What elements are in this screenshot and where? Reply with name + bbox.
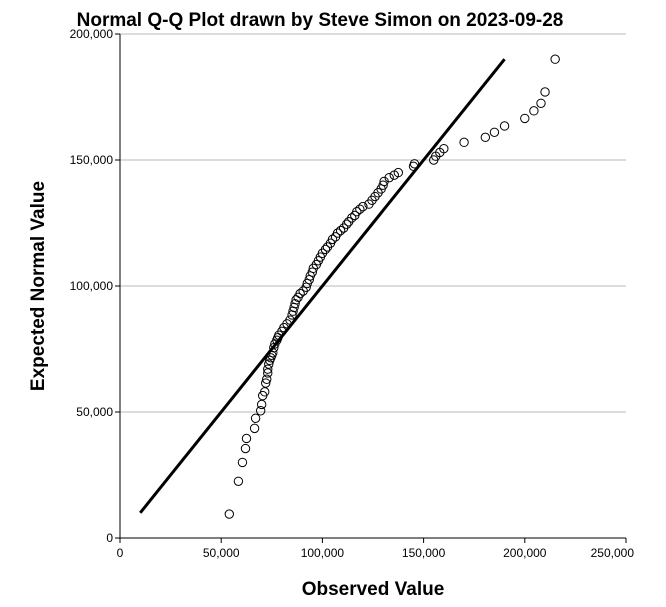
y-tick-label: 100,000 <box>70 279 114 293</box>
data-point <box>327 234 338 245</box>
y-tick-label: 150,000 <box>70 153 114 167</box>
data-point <box>255 406 266 416</box>
data-point <box>224 509 234 519</box>
data-point <box>384 172 394 183</box>
data-point <box>335 225 346 236</box>
data-point <box>459 137 469 148</box>
chart-title: Normal Q-Q Plot drawn by Steve Simon on … <box>77 10 564 31</box>
data-point <box>347 213 357 223</box>
data-point <box>256 399 267 410</box>
data-point <box>409 159 420 169</box>
x-tick-label: 200,000 <box>503 546 547 560</box>
y-tick-label: 0 <box>106 531 113 545</box>
data-point <box>260 387 270 397</box>
normal-reference-line <box>139 58 506 514</box>
data-point <box>341 219 352 229</box>
data-point <box>263 364 273 374</box>
x-tick-label: 150,000 <box>402 546 446 560</box>
data-point <box>529 106 539 116</box>
x-tick-label: 100,000 <box>301 546 345 560</box>
data-point <box>332 228 343 238</box>
x-axis-ticks: 0 50,000 100,000 150,000 200,000 250,000 <box>117 538 635 560</box>
data-point <box>264 359 274 369</box>
data-point <box>393 167 403 178</box>
y-tick-label: 200,000 <box>70 27 114 41</box>
data-point <box>307 267 317 277</box>
data-point <box>241 433 252 444</box>
data-point <box>290 298 300 309</box>
data-point <box>550 54 560 64</box>
data-point <box>536 98 546 109</box>
data-point <box>439 143 449 154</box>
gridlines <box>120 33 626 413</box>
data-point <box>240 443 251 454</box>
data-point <box>261 378 271 388</box>
data-point <box>262 374 272 384</box>
data-point <box>378 180 388 190</box>
data-point <box>249 423 260 434</box>
data-point <box>295 288 305 299</box>
x-axis-label: Observed Value <box>302 579 445 600</box>
data-point <box>268 348 278 358</box>
y-axis-ticks: 0 50,000 100,000 150,000 200,000 <box>70 27 120 545</box>
data-point <box>480 132 491 143</box>
x-tick-label: 50,000 <box>203 546 240 560</box>
data-point <box>540 87 550 97</box>
data-point <box>233 476 244 486</box>
x-tick-label: 0 <box>117 546 124 560</box>
data-point <box>355 204 365 214</box>
data-points <box>224 54 560 519</box>
data-point <box>358 201 368 212</box>
data-point <box>489 127 500 137</box>
x-tick-label: 250,000 <box>591 546 635 560</box>
data-point <box>285 315 295 325</box>
data-point <box>237 457 248 468</box>
data-point <box>520 113 530 124</box>
data-point <box>263 368 273 378</box>
y-tick-label: 50,000 <box>76 405 113 419</box>
y-axis-label: Expected Normal Value <box>28 181 49 391</box>
data-point <box>320 244 331 255</box>
data-point <box>250 413 261 423</box>
data-point <box>352 206 362 217</box>
data-point <box>499 121 510 131</box>
